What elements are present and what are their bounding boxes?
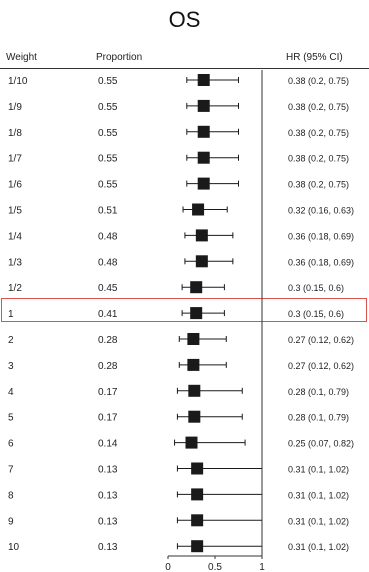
- column-header-weight: Weight: [6, 52, 37, 63]
- hr-point-marker: [191, 488, 204, 501]
- hr-point-marker: [190, 281, 203, 294]
- row-proportion-label: 0.13: [98, 465, 118, 476]
- row-proportion-label: 0.28: [98, 361, 118, 372]
- row-weight-label: 1/10: [8, 76, 28, 87]
- row-proportion-label: 0.28: [98, 335, 118, 346]
- header-divider: [0, 68, 369, 69]
- hr-point-marker: [197, 74, 210, 86]
- row-weight-label: 8: [8, 490, 14, 501]
- row-proportion-label: 0.17: [98, 413, 118, 424]
- row-proportion-label: 0.14: [98, 439, 118, 450]
- row-weight-label: 2: [8, 335, 14, 346]
- x-tick-label: 0: [165, 562, 171, 572]
- row-proportion-label: 0.48: [98, 231, 118, 242]
- row-proportion-label: 0.55: [98, 76, 118, 87]
- row-weight-label: 1/9: [8, 102, 22, 113]
- row-hr-ci-label: 0.27 (0.12, 0.62): [288, 335, 354, 345]
- hr-point-marker: [191, 540, 204, 553]
- x-tick-label: 1: [259, 562, 265, 572]
- row-hr-ci-label: 0.38 (0.2, 0.75): [288, 102, 349, 112]
- row-hr-ci-label: 0.31 (0.1, 1.02): [288, 516, 349, 526]
- hr-point-marker: [185, 436, 198, 449]
- row-proportion-label: 0.55: [98, 128, 118, 139]
- row-weight-label: 10: [8, 542, 20, 553]
- hr-point-marker: [192, 203, 205, 216]
- row-proportion-label: 0.55: [98, 102, 118, 113]
- hr-point-marker: [191, 514, 204, 527]
- row-weight-label: 1: [8, 309, 14, 320]
- row-weight-label: 7: [8, 465, 14, 476]
- x-tick-label: 0.5: [208, 562, 222, 572]
- hr-point-marker: [190, 307, 203, 320]
- hr-point-marker: [195, 255, 208, 268]
- hr-point-marker: [188, 410, 201, 423]
- row-hr-ci-label: 0.25 (0.07, 0.82): [288, 439, 354, 449]
- row-hr-ci-label: 0.36 (0.18, 0.69): [288, 257, 354, 267]
- row-hr-ci-label: 0.31 (0.1, 1.02): [288, 542, 349, 552]
- row-hr-ci-label: 0.3 (0.15, 0.6): [288, 309, 344, 319]
- row-hr-ci-label: 0.38 (0.2, 0.75): [288, 180, 349, 190]
- row-weight-label: 6: [8, 439, 14, 450]
- hr-point-marker: [187, 358, 200, 371]
- row-hr-ci-label: 0.28 (0.1, 0.79): [288, 413, 349, 423]
- hr-point-marker: [197, 177, 210, 190]
- row-proportion-label: 0.48: [98, 257, 118, 268]
- row-weight-label: 1/7: [8, 154, 22, 165]
- row-hr-ci-label: 0.38 (0.2, 0.75): [288, 154, 349, 164]
- row-weight-label: 1/5: [8, 206, 22, 217]
- chart-title: OS: [168, 7, 201, 32]
- row-proportion-label: 0.51: [98, 206, 118, 217]
- row-proportion-label: 0.41: [98, 309, 118, 320]
- row-proportion-label: 0.13: [98, 542, 118, 553]
- row-weight-label: 1/3: [8, 257, 22, 268]
- row-proportion-label: 0.55: [98, 180, 118, 191]
- row-hr-ci-label: 0.3 (0.15, 0.6): [288, 283, 344, 293]
- row-proportion-label: 0.55: [98, 154, 118, 165]
- row-hr-ci-label: 0.31 (0.1, 1.02): [288, 465, 349, 475]
- hr-point-marker: [197, 125, 210, 138]
- row-hr-ci-label: 0.38 (0.2, 0.75): [288, 128, 349, 138]
- column-header-proportion: Proportion: [96, 52, 143, 63]
- row-weight-label: 3: [8, 361, 14, 372]
- row-hr-ci-label: 0.38 (0.2, 0.75): [288, 76, 349, 86]
- hr-point-marker: [188, 384, 201, 397]
- row-weight-label: 1/2: [8, 283, 22, 294]
- hr-point-marker: [197, 151, 210, 164]
- row-hr-ci-label: 0.36 (0.18, 0.69): [288, 231, 354, 241]
- row-hr-ci-label: 0.32 (0.16, 0.63): [288, 206, 354, 216]
- highlight-box-weight-1: [1, 298, 367, 322]
- row-weight-label: 1/8: [8, 128, 22, 139]
- row-proportion-label: 0.13: [98, 516, 118, 527]
- row-weight-label: 1/4: [8, 231, 22, 242]
- row-hr-ci-label: 0.27 (0.12, 0.62): [288, 361, 354, 371]
- row-hr-ci-label: 0.31 (0.1, 1.02): [288, 490, 349, 500]
- column-header-hr: HR (95% CI): [286, 52, 343, 63]
- row-proportion-label: 0.13: [98, 490, 118, 501]
- row-weight-label: 9: [8, 516, 14, 527]
- row-proportion-label: 0.17: [98, 387, 118, 398]
- row-hr-ci-label: 0.28 (0.1, 0.79): [288, 387, 349, 397]
- hr-point-marker: [197, 99, 210, 112]
- row-weight-label: 5: [8, 413, 14, 424]
- row-weight-label: 1/6: [8, 180, 22, 191]
- hr-point-marker: [195, 229, 208, 242]
- hr-point-marker: [187, 333, 200, 345]
- row-weight-label: 4: [8, 387, 14, 398]
- row-proportion-label: 0.45: [98, 283, 118, 294]
- hr-point-marker: [191, 462, 204, 475]
